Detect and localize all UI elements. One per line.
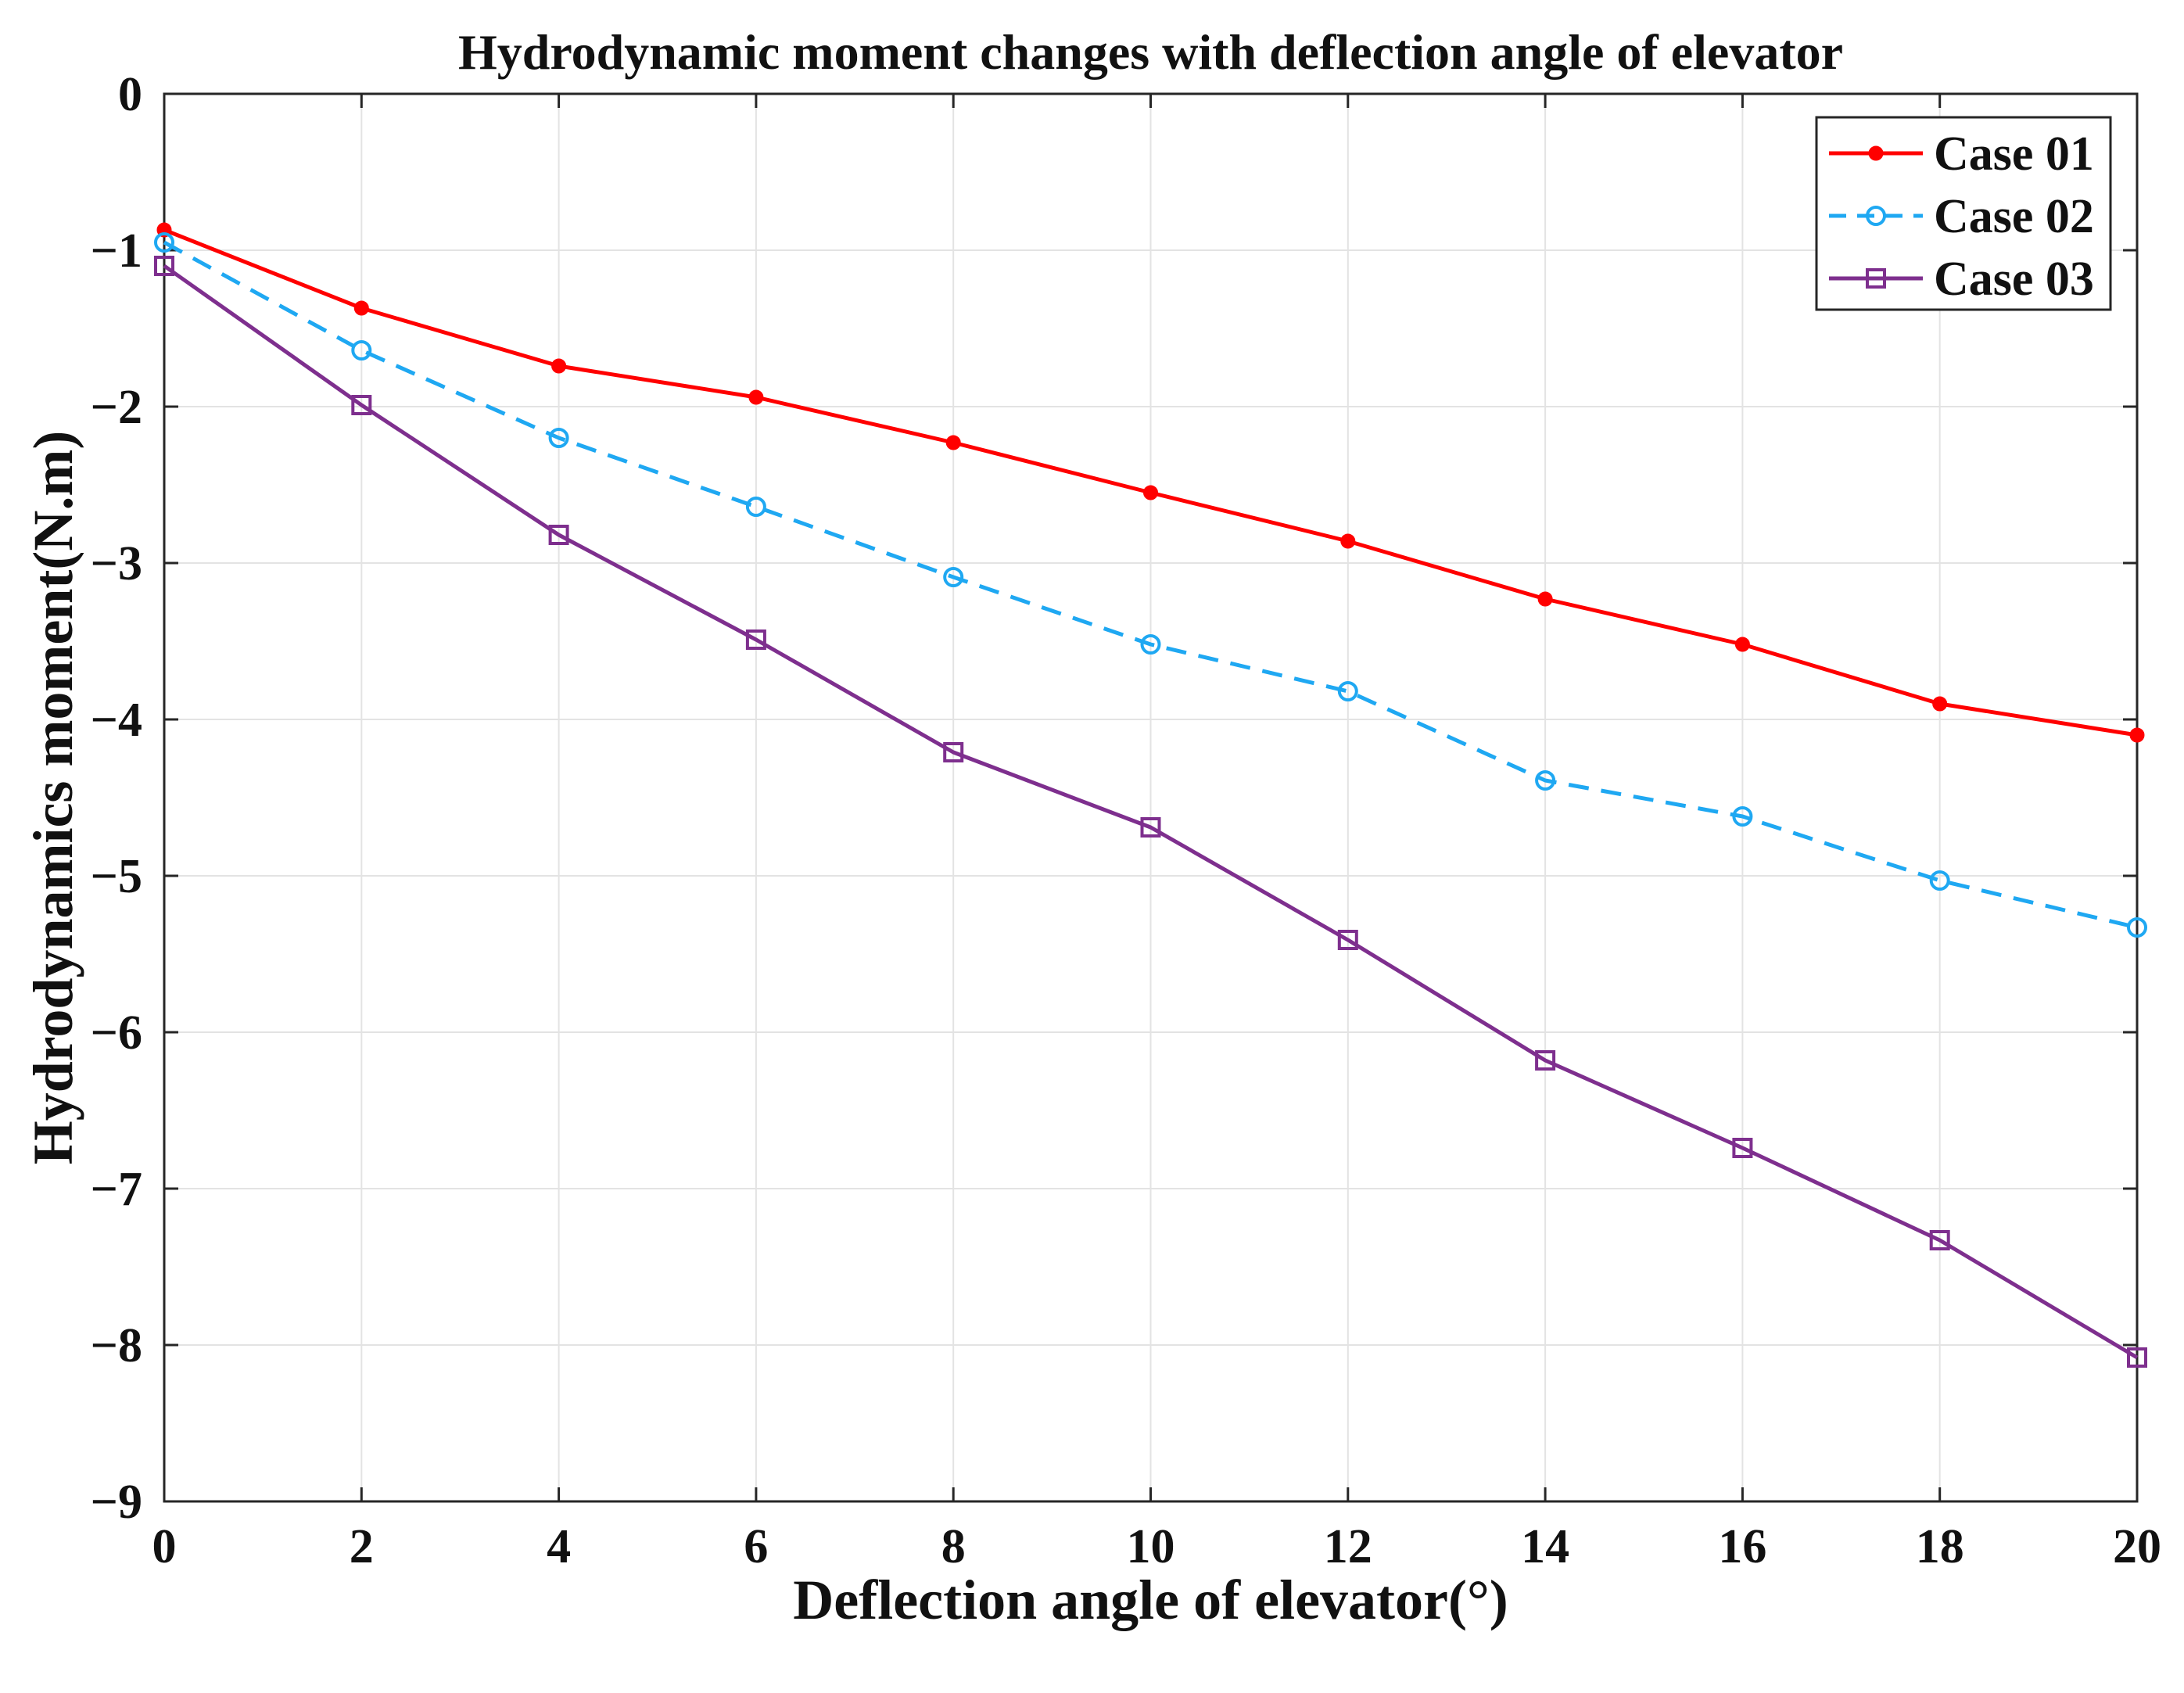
- data-point: [551, 358, 567, 374]
- data-point: [1140, 634, 1161, 655]
- legend-entry: Case 02: [1829, 190, 2094, 243]
- data-point: [154, 232, 174, 253]
- data-point: [154, 256, 174, 276]
- y-tick-label: −8: [91, 1319, 142, 1372]
- data-point: [1537, 591, 1553, 607]
- data-point: [1140, 817, 1161, 838]
- data-point: [1929, 870, 1950, 891]
- data-point: [1535, 770, 1556, 791]
- data-point: [548, 428, 569, 448]
- series-line: [163, 264, 2139, 1360]
- data-point: [1868, 145, 1884, 161]
- x-axis-label: Deflection angle of elevator(°): [793, 1569, 1508, 1631]
- y-tick-label: −2: [91, 381, 142, 434]
- data-point: [1932, 696, 1948, 712]
- axes: 0 2 4 6 8 10 12 14 16 18 20 0 −1 −2 −3 −4 −5 −6 −7 −8 −9: [91, 68, 2161, 1573]
- legend-entry: Case 03: [1829, 253, 2094, 306]
- data-point: [1337, 930, 1358, 950]
- data-point: [748, 389, 764, 405]
- data-point: [1734, 637, 1750, 652]
- data-point: [943, 567, 964, 587]
- y-tick-label: −3: [91, 537, 142, 590]
- legend: Case 01 Case 02 Case 03: [1815, 116, 2112, 311]
- data-point: [1337, 681, 1358, 701]
- x-tick-label: 4: [547, 1520, 571, 1573]
- x-tick-label: 14: [1521, 1520, 1569, 1573]
- series-case-03: [154, 256, 2147, 1368]
- y-tick-label: −4: [91, 694, 142, 747]
- x-tick-label: 0: [152, 1520, 177, 1573]
- y-tick-label: −5: [91, 850, 142, 903]
- data-point: [943, 742, 964, 762]
- data-point: [351, 395, 372, 415]
- data-point: [353, 300, 369, 316]
- data-point: [1535, 1050, 1556, 1071]
- x-tick-label: 16: [1718, 1520, 1766, 1573]
- data-point: [1732, 806, 1753, 827]
- y-tick-label: −1: [91, 224, 142, 278]
- x-tick-label: 18: [1916, 1520, 1964, 1573]
- data-point: [745, 497, 766, 517]
- x-tick-label: 6: [744, 1520, 768, 1573]
- data-point: [1929, 1230, 1950, 1250]
- y-tick-label: 0: [118, 68, 142, 121]
- legend-label: Case 01: [1934, 127, 2094, 181]
- data-point: [2129, 727, 2145, 743]
- data-point: [1866, 268, 1886, 289]
- data-point: [2127, 1347, 2147, 1368]
- data-point: [2127, 917, 2147, 938]
- data-point: [945, 435, 961, 450]
- series-layer: [154, 222, 2147, 1368]
- x-tick-label: 10: [1127, 1520, 1175, 1573]
- data-point: [548, 525, 569, 545]
- data-point: [1732, 1138, 1753, 1158]
- x-tick-label: 8: [941, 1520, 966, 1573]
- data-point: [1866, 206, 1886, 226]
- x-tick-label: 2: [350, 1520, 374, 1573]
- data-point: [351, 340, 372, 360]
- x-tick-label: 20: [2113, 1520, 2161, 1573]
- series-case-01: [156, 222, 2145, 743]
- data-point: [1143, 485, 1158, 500]
- series-case-02: [154, 232, 2147, 938]
- chart-title: Hydrodynamic moment changes with deflect…: [458, 24, 1843, 80]
- y-tick-label: −7: [91, 1163, 142, 1216]
- x-tick-label: 12: [1324, 1520, 1372, 1573]
- legend-entry: Case 01: [1829, 127, 2094, 181]
- y-tick-label: −9: [91, 1476, 142, 1529]
- series-line: [163, 240, 2138, 930]
- legend-label: Case 02: [1934, 190, 2094, 243]
- legend-label: Case 03: [1934, 253, 2094, 306]
- data-point: [745, 629, 766, 650]
- y-axis-label: Hydrodynamics moment(N.m): [22, 431, 84, 1165]
- data-point: [1340, 533, 1356, 549]
- y-tick-label: −6: [91, 1006, 142, 1060]
